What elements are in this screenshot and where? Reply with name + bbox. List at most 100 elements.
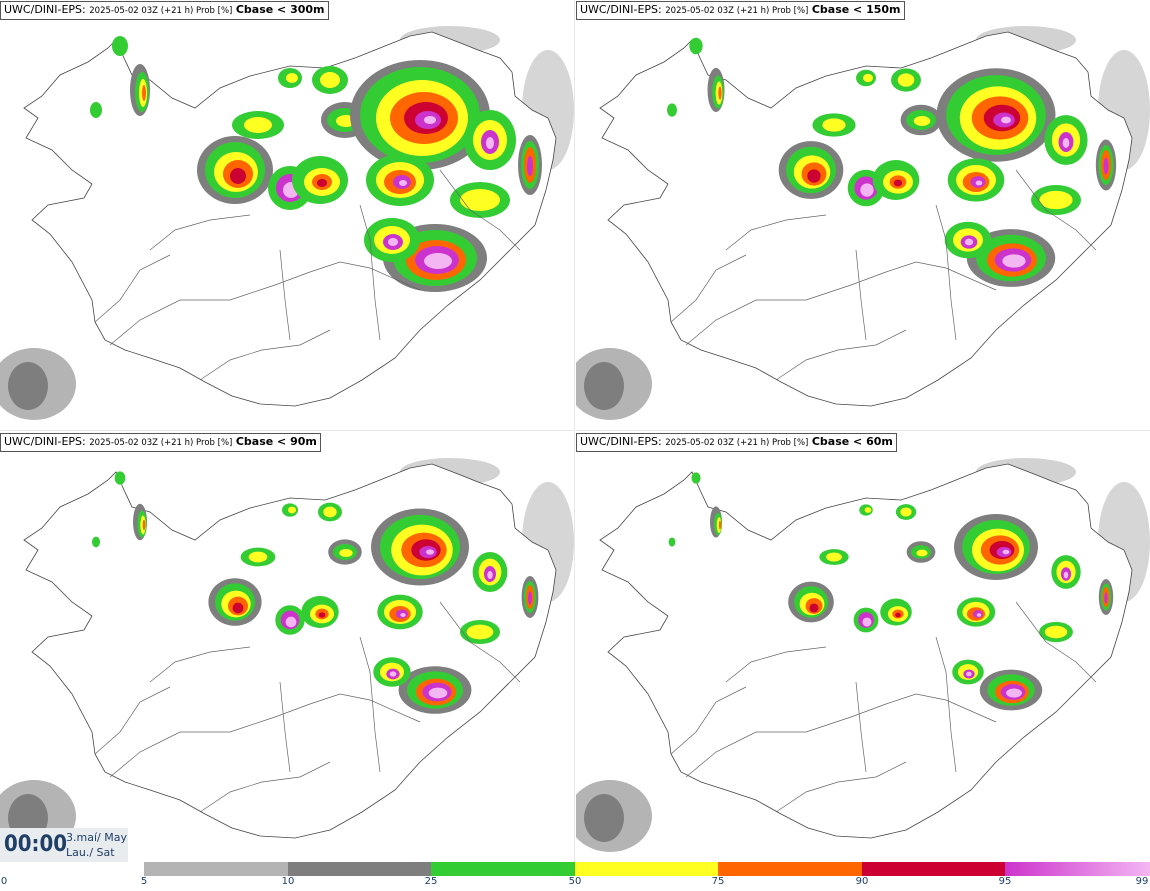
panel-title: UWC/DINI-EPS: 2025-05-02 03Z (+21 h) Pro…	[576, 433, 897, 452]
colorbar-label-10: 10	[281, 876, 295, 887]
road-line	[725, 646, 827, 683]
probability-contour	[466, 624, 494, 640]
panel-title: UWC/DINI-EPS: 2025-05-02 03Z (+21 h) Pro…	[0, 433, 321, 452]
probability-contour	[862, 617, 872, 627]
road-line	[725, 214, 827, 251]
probability-contour	[807, 169, 821, 183]
probability-contour	[966, 671, 972, 677]
colorbar-bin-75-90	[718, 862, 862, 876]
road-line	[439, 601, 521, 683]
probability-field	[668, 472, 1114, 711]
road-line	[94, 254, 171, 323]
probability-field	[90, 36, 542, 292]
map-panel-cbase-300m: UWC/DINI-EPS: 2025-05-02 03Z (+21 h) Pro…	[0, 0, 575, 431]
probability-contour	[142, 85, 146, 101]
probability-contour	[667, 103, 677, 117]
variable-name: Cbase < 300m	[235, 3, 325, 16]
road-line	[935, 204, 957, 341]
probability-contour	[1006, 688, 1022, 698]
colorbar-label-0: 0	[0, 876, 8, 887]
road-line	[109, 703, 311, 778]
colorbar-bin-5-10	[144, 862, 288, 876]
panel-title: UWC/DINI-EPS: 2025-05-02 03Z (+21 h) Pro…	[576, 1, 905, 20]
probability-contour	[916, 549, 928, 557]
probability-contour	[897, 73, 915, 87]
probability-contour	[1001, 116, 1011, 124]
probability-contour	[964, 238, 974, 246]
road-line	[670, 254, 747, 323]
probability-contour	[285, 616, 297, 628]
probability-contour	[230, 168, 246, 184]
probability-contour	[691, 472, 701, 484]
probability-contour	[718, 520, 722, 530]
road-line	[885, 693, 997, 723]
road-line	[149, 214, 251, 251]
probability-contour	[689, 37, 703, 55]
road-line	[149, 646, 251, 683]
colorbar-label-99: 99	[1135, 876, 1149, 887]
probability-colorbar	[0, 862, 1150, 876]
probability-contour	[90, 102, 102, 118]
colorbar-bin-25-50	[431, 862, 575, 876]
probability-contour	[424, 253, 452, 269]
colorbar-label-75: 75	[711, 876, 725, 887]
probability-contour	[318, 612, 326, 618]
probability-contour	[718, 86, 722, 100]
road-line	[855, 681, 867, 773]
map-panel-cbase-150m: UWC/DINI-EPS: 2025-05-02 03Z (+21 h) Pro…	[576, 0, 1150, 431]
ocean-fog-core	[8, 362, 48, 410]
probability-contour	[424, 116, 436, 124]
probability-contour	[142, 519, 146, 531]
probability-contour	[975, 180, 983, 186]
probability-contour	[425, 549, 435, 555]
road-line	[1015, 169, 1097, 251]
probability-map	[576, 432, 1150, 862]
valid-time-box: 00:00 3.maí/ May Lau./ Sat	[0, 828, 128, 862]
probability-contour	[1062, 138, 1070, 148]
probability-contour	[668, 537, 676, 547]
variable-name: Cbase < 150m	[811, 3, 901, 16]
probability-contour	[114, 471, 126, 485]
valid-date-line-2: Lau./ Sat	[66, 846, 115, 859]
run-info: 2025-05-02 03Z (+21 h) Prob [%]	[89, 6, 233, 16]
run-info: 2025-05-02 03Z (+21 h) Prob [%]	[89, 438, 233, 448]
ocean-fog-core	[584, 794, 624, 842]
probability-contour	[826, 552, 842, 562]
model-name: UWC/DINI-EPS	[580, 435, 659, 448]
probability-contour	[287, 506, 297, 514]
variable-name: Cbase < 60m	[811, 435, 893, 448]
road-line	[855, 249, 867, 341]
run-info: 2025-05-02 03Z (+21 h) Prob [%]	[665, 438, 809, 448]
probability-contour	[389, 671, 397, 677]
road-line	[199, 329, 331, 381]
colorbar-bin-10-25	[288, 862, 431, 876]
road-line	[935, 636, 957, 773]
probability-contour	[1103, 157, 1109, 175]
probability-contour	[1039, 190, 1073, 210]
colorbar-label-95: 95	[998, 876, 1012, 887]
probability-contour	[1044, 625, 1068, 639]
map-panel-cbase-60m: UWC/DINI-EPS: 2025-05-02 03Z (+21 h) Pro…	[576, 432, 1150, 863]
probability-contour	[232, 602, 244, 614]
probability-contour	[487, 570, 493, 580]
colorbar-label-50: 50	[568, 876, 582, 887]
probability-contour	[895, 612, 901, 618]
probability-contour	[91, 536, 101, 548]
probability-map	[0, 0, 574, 430]
probability-contour	[822, 118, 846, 132]
probability-field	[91, 471, 539, 714]
colorbar-label-25: 25	[424, 876, 438, 887]
probability-contour	[1104, 592, 1108, 604]
probability-map	[0, 432, 574, 862]
run-info: 2025-05-02 03Z (+21 h) Prob [%]	[665, 6, 809, 16]
probability-contour	[339, 548, 353, 558]
road-line	[359, 204, 381, 341]
road-line	[94, 686, 171, 755]
probability-contour	[1063, 571, 1069, 579]
model-name: UWC/DINI-EPS	[4, 435, 83, 448]
road-line	[685, 703, 887, 778]
panel-title: UWC/DINI-EPS: 2025-05-02 03Z (+21 h) Pro…	[0, 1, 329, 20]
probability-contour	[860, 183, 874, 197]
road-line	[670, 686, 747, 755]
probability-contour	[976, 613, 982, 617]
